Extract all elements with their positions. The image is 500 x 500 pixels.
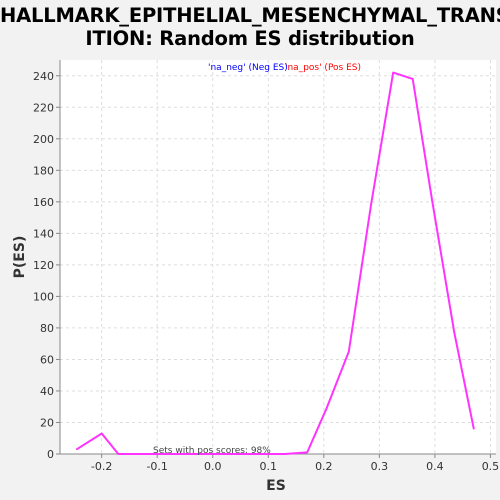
x-tick-label: 0.2	[315, 460, 333, 473]
data-point	[306, 451, 309, 454]
data-point	[206, 453, 208, 455]
y-tick-label: 80	[40, 322, 54, 335]
data-point	[162, 453, 164, 455]
chart-title-line-2: ITION: Random ES distribution	[85, 27, 415, 50]
data-point	[75, 448, 78, 451]
y-tick-label: 240	[33, 70, 54, 83]
y-tick-label: 160	[33, 196, 54, 209]
y-tick-label: 120	[33, 259, 54, 272]
data-point	[100, 432, 103, 435]
y-tick-label: 20	[40, 416, 54, 429]
data-point	[370, 204, 372, 206]
y-tick-label: 100	[33, 290, 54, 303]
data-point	[284, 453, 286, 455]
data-point	[250, 453, 253, 455]
data-point	[411, 78, 414, 80]
x-tick-label: 0.3	[371, 460, 389, 473]
plot-area	[60, 60, 496, 454]
y-ticks: 0 20 40 60 80 100 120 140 160 180 200 220 240	[33, 70, 60, 461]
y-tick-label: 0	[47, 448, 54, 461]
legend-pos: 'na_pos' (Pos ES)	[285, 63, 361, 73]
y-axis-label: P(ES)	[12, 236, 28, 279]
data-point	[325, 407, 328, 410]
x-tick-label: 0.1	[260, 460, 278, 473]
y-tick-label: 60	[40, 353, 54, 366]
data-point	[348, 350, 350, 353]
data-point	[184, 453, 186, 455]
x-tick-label: -0.1	[146, 460, 167, 473]
data-point	[453, 331, 456, 334]
x-ticks: -0.2 -0.1 0.0 0.1 0.2 0.3 0.4 0.5	[91, 454, 499, 473]
y-tick-label: 200	[33, 133, 54, 146]
data-point	[431, 199, 433, 202]
pos-scores-annotation: Sets with pos scores: 98%	[153, 446, 271, 456]
y-tick-label: 40	[40, 385, 54, 398]
data-point	[228, 453, 231, 455]
legend-neg: 'na_neg' (Neg ES)	[208, 63, 288, 73]
x-tick-label: 0.4	[426, 460, 444, 473]
series-group	[75, 71, 475, 455]
x-tick-label: 0.0	[204, 460, 222, 473]
data-point	[117, 453, 120, 455]
y-tick-label: 140	[33, 227, 54, 240]
chart-title-line-1: HALLMARK_EPITHELIAL_MESENCHYMAL_TRANS	[0, 4, 500, 27]
data-point	[473, 428, 475, 430]
x-tick-label: -0.2	[91, 460, 112, 473]
x-tick-label: 0.5	[482, 460, 500, 473]
y-tick-label: 220	[33, 101, 54, 114]
data-point	[392, 71, 395, 74]
grid-lines	[60, 60, 496, 455]
x-axis-label: ES	[266, 478, 286, 494]
data-point	[139, 453, 142, 455]
y-tick-label: 180	[33, 164, 54, 177]
